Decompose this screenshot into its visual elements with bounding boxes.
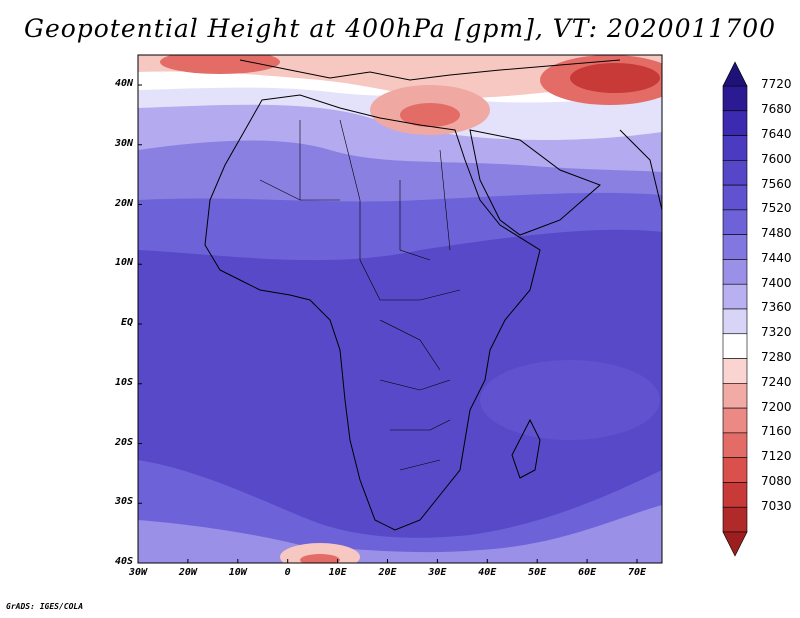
country-borders (259, 119, 461, 471)
colorbar-swatch (722, 110, 748, 136)
colorbar-label: 7720 (761, 77, 792, 92)
lat-tick-label: 30S (114, 496, 133, 508)
lat-tick-label: 10N (114, 257, 133, 269)
band-south-7480 (138, 505, 662, 563)
colorbar-swatch (722, 160, 748, 186)
colorbar-top-arrow (722, 61, 748, 87)
lat-tick-label: 10S (114, 376, 133, 388)
arabia-coastline (469, 129, 601, 236)
colorbar (722, 61, 748, 557)
colorbar-label: 7320 (761, 325, 792, 340)
high-blob-med-core (400, 103, 460, 127)
high-blob-east-core (570, 63, 660, 93)
colorbar-swatch (722, 333, 748, 359)
lon-tick-label: 0 (284, 567, 291, 578)
colorbar-swatch (722, 259, 748, 285)
colorbar-label: 7030 (761, 498, 792, 513)
colorbar-swatch (722, 283, 748, 310)
lat-tick-label: 30N (114, 137, 133, 149)
colorbar-label: 7400 (761, 275, 792, 290)
high-blob-west (160, 55, 280, 74)
lon-tick-label: 10W (228, 567, 247, 578)
band-south-7560 (138, 460, 662, 563)
chart-title: Geopotential Height at 400hPa [gpm], VT:… (23, 14, 777, 43)
colorbar-swatch (722, 184, 748, 211)
colorbar-label: 7520 (761, 201, 792, 216)
colorbar-label: 7240 (761, 374, 792, 389)
colorbar-label: 7080 (761, 473, 792, 488)
colorbar-swatch (722, 358, 748, 384)
credit-text: GrADS: IGES/COLA (6, 602, 84, 611)
plot-frame (137, 54, 663, 564)
lon-tick-label: 10E (328, 567, 347, 578)
lat-tick-marks (138, 84, 142, 564)
colorbar-swatch (722, 457, 748, 483)
lon-tick-marks (137, 559, 638, 563)
colorbar-swatch (722, 432, 748, 458)
colorbar-label: 7440 (761, 250, 792, 265)
lon-tick-label: 30E (428, 567, 447, 578)
colorbar-label: 7480 (761, 226, 792, 241)
europe-coastline (239, 59, 621, 81)
south-high-core (300, 554, 340, 563)
colorbar-label: 7160 (761, 424, 792, 439)
colorbar-label: 7640 (761, 126, 792, 141)
colorbar-swatch (722, 135, 748, 161)
coastlines (204, 59, 662, 531)
colorbar-label: 7600 (761, 151, 792, 166)
lat-tick-label: 40S (114, 556, 133, 567)
lat-tick-label: 20S (114, 436, 133, 448)
colorbar-swatch (722, 407, 748, 434)
lon-tick-label: 20W (178, 567, 197, 578)
lon-tick-label: 50E (528, 567, 547, 578)
colorbar-swatch (722, 308, 748, 335)
lon-tick-label: 30W (128, 567, 148, 578)
colorbar-swatch (722, 209, 748, 235)
lat-tick-label: 20N (114, 197, 133, 209)
indian-ocean-band (480, 360, 660, 440)
colorbar-swatch (722, 85, 748, 112)
india-coastline (619, 129, 662, 211)
africa-coastline (204, 94, 541, 531)
colorbar-label: 7560 (761, 176, 792, 191)
colorbar-bottom-arrow (722, 531, 748, 557)
colorbar-swatch (722, 506, 748, 533)
lon-tick-label: 60E (578, 567, 597, 578)
lat-tick-label: 40N (114, 78, 133, 89)
colorbar-swatch (722, 383, 748, 409)
colorbar-swatch (722, 482, 748, 508)
lat-tick-label: EQ (120, 317, 133, 328)
lon-tick-label: 20E (378, 567, 397, 578)
lon-tick-label: 40E (478, 567, 497, 578)
lon-tick-label: 70E (627, 567, 647, 578)
colorbar-swatch (722, 234, 748, 260)
colorbar-label: 7120 (761, 449, 792, 464)
colorbar-label: 7280 (761, 349, 792, 364)
colorbar-label: 7200 (761, 399, 792, 414)
colorbar-label: 7360 (761, 300, 792, 315)
contour-field (138, 55, 662, 563)
colorbar-label: 7680 (761, 102, 792, 117)
south-high-blob (280, 543, 360, 563)
madagascar-coastline (511, 418, 541, 479)
